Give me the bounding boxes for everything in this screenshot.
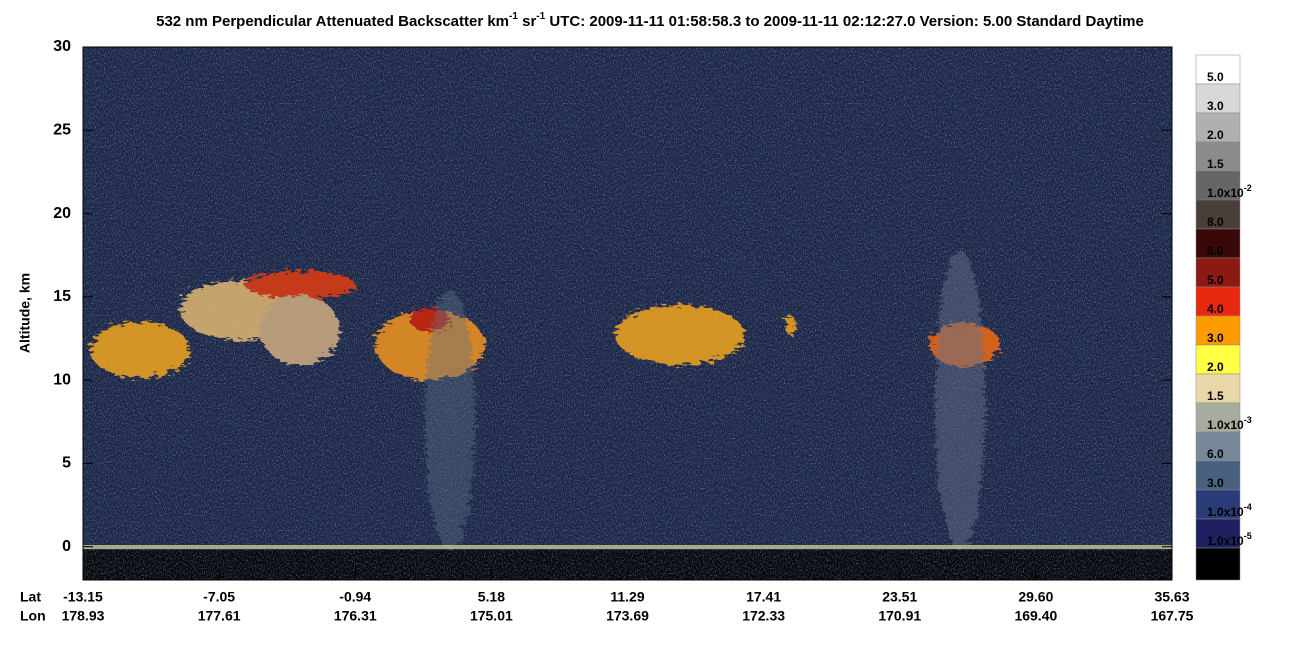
x-tick-label: 11.29 — [610, 589, 644, 605]
colorbar-swatch — [1195, 228, 1241, 259]
x-tick-label: -13.15 — [63, 589, 103, 605]
colorbar-label: 1.5 — [1207, 157, 1224, 171]
colorbar-label-exponent: -3 — [1244, 415, 1252, 425]
colorbar-swatch — [1195, 518, 1241, 549]
colorbar-label: 1.5 — [1207, 389, 1224, 403]
x-tick-label: 175.01 — [470, 608, 513, 624]
x-row-name: Lon — [20, 608, 46, 624]
x-tick-label: 177.61 — [198, 608, 241, 624]
x-tick-label: 35.63 — [1154, 589, 1189, 605]
x-tick-label: 29.60 — [1018, 589, 1053, 605]
title-superscript: -1 — [536, 11, 545, 22]
colorbar-label: 5.0 — [1207, 273, 1224, 287]
colorbar-label: 5.0 — [1207, 70, 1224, 84]
colorbar-swatch — [1195, 141, 1241, 172]
x-tick-label: 17.41 — [746, 589, 781, 605]
y-axis-label: Altitude, km — [17, 273, 33, 353]
colorbar-label: 1.0x10-2 — [1207, 183, 1252, 200]
y-tick-label: 20 — [53, 205, 71, 222]
y-tick-label: 25 — [53, 122, 71, 139]
colorbar-label: 2.0 — [1207, 360, 1224, 374]
y-tick-label: 30 — [53, 38, 71, 55]
colorbar-swatch — [1195, 460, 1241, 491]
x-tick-label: 172.33 — [742, 608, 785, 624]
title-text: sr — [518, 13, 537, 30]
colorbar-swatch — [1195, 286, 1241, 317]
y-tick-label: 0 — [62, 538, 71, 555]
colorbar-swatch — [1195, 489, 1241, 520]
colorbar-label-base: 1.0x10 — [1207, 505, 1244, 519]
colorbar-label: 8.0 — [1207, 215, 1224, 229]
colorbar-swatch — [1195, 257, 1241, 288]
colorbar-label: 2.0 — [1207, 128, 1224, 142]
colorbar-label: 6.0 — [1207, 244, 1224, 258]
colorbar-label-base: 1.0x10 — [1207, 186, 1244, 200]
y-tick-label: 15 — [53, 288, 71, 305]
colorbar-swatch — [1195, 431, 1241, 462]
colorbar-label: 1.0x10-5 — [1207, 531, 1252, 548]
colorbar-swatch — [1195, 373, 1241, 404]
title-text: UTC: 2009-11-11 01:58:58.3 to 2009-11-11… — [545, 13, 1144, 30]
colorbar-label: 3.0 — [1207, 476, 1224, 490]
chart-title: 532 nm Perpendicular Attenuated Backscat… — [156, 11, 1144, 30]
x-tick-label: 5.18 — [478, 589, 505, 605]
colorbar-swatch — [1195, 315, 1241, 346]
x-tick-label: 173.69 — [606, 608, 649, 624]
x-tick-label: 170.91 — [878, 608, 921, 624]
curtain-image — [83, 47, 1172, 580]
colorbar-swatch — [1195, 547, 1241, 581]
x-row-name: Lat — [20, 589, 41, 605]
y-tick-label: 5 — [62, 455, 71, 472]
colorbar-label: 4.0 — [1207, 302, 1224, 316]
x-tick-label: 178.93 — [62, 608, 105, 624]
colorbar-swatch — [1195, 170, 1241, 201]
colorbar-swatch — [1195, 199, 1241, 230]
title-superscript: -1 — [509, 11, 518, 22]
colorbar-label-exponent: -5 — [1244, 531, 1252, 541]
x-tick-label: 169.40 — [1014, 608, 1057, 624]
colorbar-label: 6.0 — [1207, 447, 1224, 461]
x-tick-label: 176.31 — [334, 608, 377, 624]
colorbar-swatch — [1195, 402, 1241, 433]
title-text: 532 nm Perpendicular Attenuated Backscat… — [156, 13, 509, 30]
x-tick-label: -7.05 — [203, 589, 235, 605]
colorbar-label-base: 1.0x10 — [1207, 418, 1244, 432]
x-tick-label: 167.75 — [1151, 608, 1194, 624]
colorbar-label-base: 1.0x10 — [1207, 534, 1244, 548]
colorbar-label: 3.0 — [1207, 99, 1224, 113]
x-tick-label: 23.51 — [882, 589, 917, 605]
y-tick-label: 10 — [53, 371, 71, 388]
colorbar-label: 1.0x10-4 — [1207, 502, 1252, 519]
colorbar-label-exponent: -4 — [1244, 502, 1252, 512]
colorbar-swatch — [1195, 112, 1241, 143]
colorbar-label: 1.0x10-3 — [1207, 415, 1252, 432]
colorbar-swatch — [1195, 344, 1241, 375]
colorbar-swatch — [1195, 83, 1241, 114]
colorbar-label: 3.0 — [1207, 331, 1224, 345]
x-tick-label: -0.94 — [339, 589, 371, 605]
colorbar-label-exponent: -2 — [1244, 183, 1252, 193]
